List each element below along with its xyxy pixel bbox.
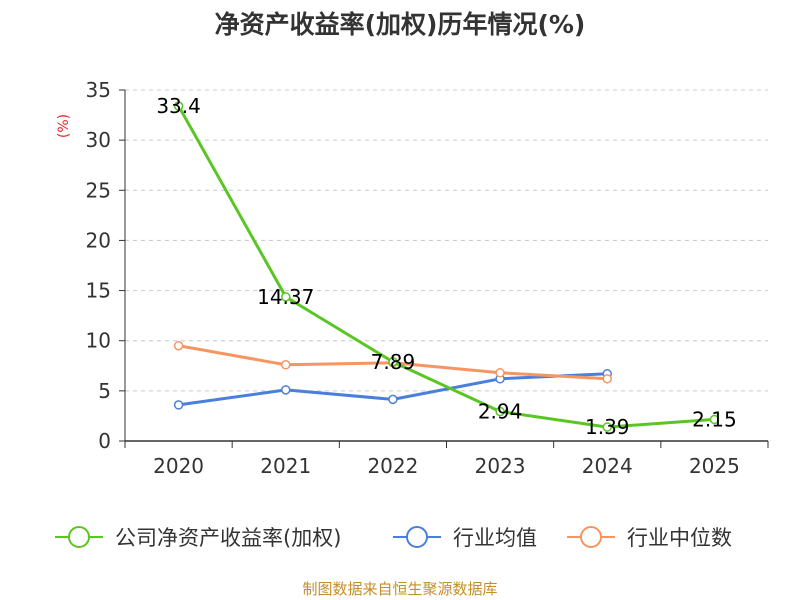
data-label-2022: 7.89	[371, 350, 416, 374]
y-tick-label-5: 5	[98, 379, 111, 403]
x-tick-label-2020: 2020	[153, 454, 204, 478]
series-0-point-2023[interactable]	[495, 406, 505, 417]
gridlines	[125, 89, 768, 392]
legend-item-0[interactable]: 公司净资产收益率(加权)	[55, 526, 341, 550]
legend-item-2[interactable]: 行业中位数	[567, 526, 732, 550]
y-tick-label-10: 10	[86, 329, 111, 353]
x-tick-label-2024: 2024	[582, 454, 633, 478]
data-label-2020: 33.4	[156, 94, 201, 118]
y-tick-label-30: 30	[86, 128, 111, 152]
series-2-point-2024[interactable]	[602, 374, 612, 384]
series-0-point-2025[interactable]	[709, 414, 720, 425]
series-1-point-2022[interactable]	[388, 394, 398, 405]
x-tick-label-2025: 2025	[689, 454, 740, 478]
y-axis-label: (%)	[56, 114, 72, 138]
series-0-point-2024[interactable]	[602, 422, 612, 432]
x-tick-label-2021: 2021	[260, 454, 311, 478]
series-1-point-2020[interactable]	[173, 400, 184, 410]
y-tick-label-0: 0	[98, 429, 111, 453]
legend-label-2: 行业中位数	[627, 526, 732, 550]
legend-label-1: 行业均值	[453, 526, 537, 550]
data-labels: 33.4 14.37 7.89 2.94 1.39 2.15	[156, 94, 736, 439]
series-2-point-2021[interactable]	[281, 360, 291, 370]
data-label-2024: 1.39	[585, 415, 630, 439]
legend-marker-0	[68, 526, 90, 548]
series-0-point-2020[interactable]	[173, 101, 184, 111]
data-label-2021: 14.37	[257, 285, 314, 309]
legend-marker-1	[406, 526, 428, 548]
series-0-point-2022[interactable]	[388, 357, 398, 367]
series-1-point-2021[interactable]	[281, 385, 291, 395]
x-tick-label-2022: 2022	[367, 454, 418, 478]
legend-marker-2	[580, 526, 602, 548]
y-tick-label-25: 25	[86, 178, 111, 202]
y-tick-label-20: 20	[86, 228, 111, 252]
data-label-2025: 2.15	[692, 407, 737, 431]
series-2-point-2023[interactable]	[495, 368, 505, 378]
series-0-point-2021[interactable]	[281, 292, 291, 302]
series-2-point-2020[interactable]	[173, 340, 184, 351]
series-line-0	[177, 105, 715, 429]
legend[interactable]: 公司净资产收益率(加权) 行业均值 行业中位数	[55, 526, 732, 550]
series-lines	[173, 101, 720, 432]
data-label-2023: 2.94	[478, 400, 523, 424]
chart-title: 净资产收益率(加权)历年情况(%)	[215, 10, 586, 39]
legend-item-1[interactable]: 行业均值	[393, 526, 537, 550]
legend-label-0: 公司净资产收益率(加权)	[115, 526, 341, 550]
y-tick-label-15: 15	[86, 279, 111, 303]
x-tick-label-2023: 2023	[475, 454, 526, 478]
y-tick-label-35: 35	[86, 78, 111, 102]
source-note: 制图数据来自恒生聚源数据库	[302, 580, 497, 598]
